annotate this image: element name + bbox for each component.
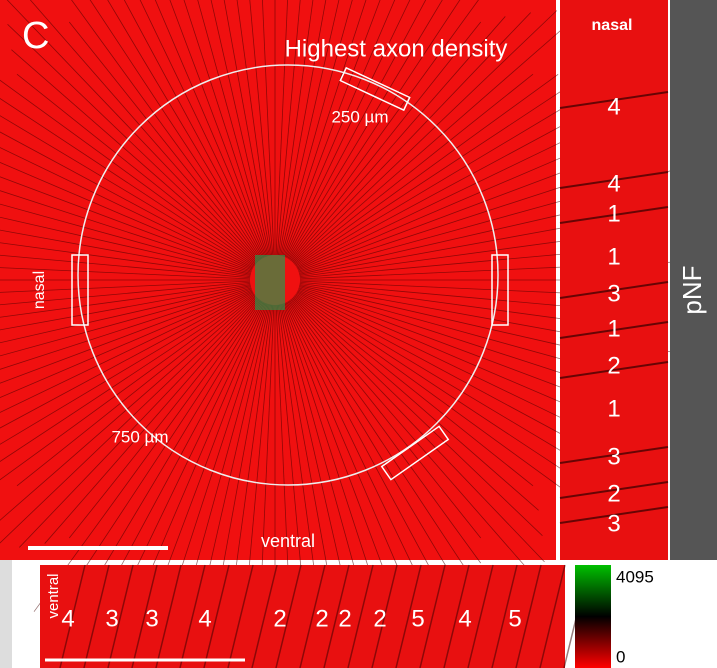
colorbar-max: 4095 — [616, 567, 654, 586]
axon-count: 3 — [145, 605, 158, 632]
panel-title: Highest axon density — [285, 35, 508, 62]
axon-count: 3 — [607, 443, 620, 470]
orientation-label: nasal — [31, 271, 48, 309]
axon-count: 4 — [198, 605, 211, 632]
strip-label: ventral — [45, 573, 62, 618]
axon-count: 5 — [411, 605, 424, 632]
scale-label: 750 µm — [111, 427, 168, 446]
scale-label: 250 µm — [331, 107, 388, 126]
axon-count: 5 — [508, 605, 521, 632]
axon-count: 2 — [373, 605, 386, 632]
stain-label: pNF — [677, 265, 707, 314]
axon-count: 2 — [315, 605, 328, 632]
axon-count: 2 — [607, 352, 620, 379]
axon-count: 4 — [607, 170, 620, 197]
axon-count: 1 — [607, 200, 620, 227]
orientation-label: ventral — [261, 531, 315, 551]
axon-count: 4 — [458, 605, 471, 632]
axon-count: 4 — [607, 93, 620, 120]
colorbar — [575, 565, 611, 668]
axon-count: 2 — [338, 605, 351, 632]
panel-letter: C — [22, 15, 49, 57]
axon-count: 2 — [607, 480, 620, 507]
axon-count: 3 — [607, 280, 620, 307]
colorbar-min: 0 — [616, 647, 625, 666]
axon-count: 3 — [607, 510, 620, 537]
optic-disc — [255, 255, 285, 310]
bottom-strip — [40, 565, 565, 668]
axon-count: 3 — [105, 605, 118, 632]
figure-panel: moderate C Highest axon density 250 µm 7… — [0, 0, 717, 668]
axon-count: 1 — [607, 395, 620, 422]
strip-label: nasal — [592, 17, 633, 34]
axon-count: 1 — [607, 315, 620, 342]
axon-count: 4 — [61, 605, 74, 632]
axon-count: 1 — [607, 243, 620, 270]
axon-count: 2 — [273, 605, 286, 632]
